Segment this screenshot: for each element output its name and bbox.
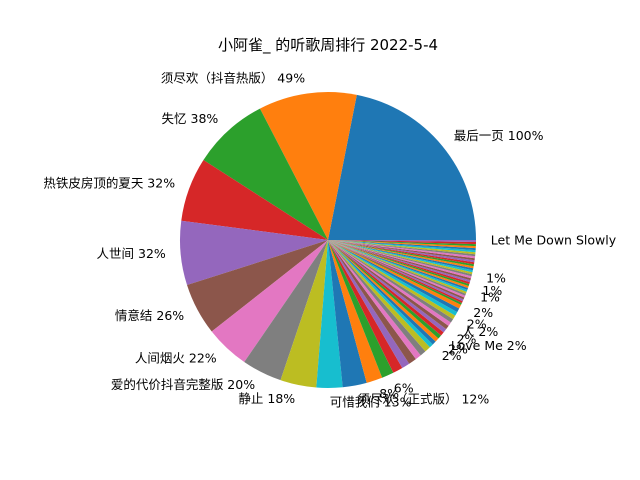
pie-slice bbox=[328, 240, 463, 304]
pie-slice-label: Let Me Down Slowly bbox=[491, 233, 617, 248]
pie-slice-label: 最后一页 100% bbox=[454, 128, 544, 143]
pie-slice bbox=[328, 240, 383, 383]
pie-slice-label: 爱的代价抖音完整版 20% bbox=[111, 377, 255, 392]
pie-slice bbox=[328, 240, 475, 263]
pie-slice bbox=[328, 240, 465, 300]
pie-slice-label: 失忆 38% bbox=[162, 111, 219, 126]
pie-slice bbox=[328, 94, 476, 240]
pie-slice-label: 2% bbox=[442, 348, 462, 363]
pie-slice-label: 热铁皮房顶的夏天 32% bbox=[43, 176, 175, 191]
pie-slice-label: 人 2% bbox=[462, 324, 498, 339]
pie-slice bbox=[328, 240, 447, 333]
pie-slice bbox=[280, 240, 328, 388]
pie-slice bbox=[328, 240, 454, 323]
pie-slice bbox=[328, 240, 367, 388]
pie-slice bbox=[328, 240, 439, 342]
pie-slice bbox=[328, 240, 474, 267]
pie-slice bbox=[328, 240, 403, 373]
pie-slice bbox=[328, 240, 421, 360]
pie-slice bbox=[328, 240, 469, 288]
pie-slice-label: 须尽欢（正式版） 12% bbox=[358, 392, 490, 407]
pie-slice-label: 人间烟火 22% bbox=[135, 350, 217, 365]
pie-slice bbox=[328, 240, 476, 255]
pie-slice bbox=[328, 240, 449, 330]
pie-slice bbox=[328, 240, 471, 283]
pie-slice bbox=[328, 240, 476, 257]
pie-slice bbox=[328, 240, 472, 279]
pie-slice bbox=[328, 240, 476, 245]
pie-slice bbox=[328, 240, 467, 294]
pie-slice bbox=[328, 240, 410, 368]
pie-slice bbox=[328, 240, 470, 285]
pie-slice bbox=[328, 240, 475, 265]
pie-slice bbox=[180, 220, 328, 286]
pie-slice bbox=[328, 240, 462, 305]
pie-slice-label: 2% bbox=[448, 342, 468, 357]
pie-slice bbox=[328, 240, 471, 281]
pie-slice bbox=[187, 240, 328, 332]
pie-slice-label: 8% bbox=[379, 386, 399, 401]
pie-slice bbox=[328, 240, 462, 309]
pie-slice bbox=[328, 240, 468, 292]
pie-slice bbox=[328, 240, 473, 273]
pie-slice bbox=[328, 240, 469, 290]
pie-slice bbox=[203, 108, 328, 240]
pie-slice bbox=[316, 240, 343, 389]
pie-slice bbox=[328, 240, 466, 298]
pie-slice-label: 1% bbox=[482, 283, 502, 298]
pie-slice bbox=[328, 240, 474, 269]
pie-slice bbox=[328, 240, 460, 313]
pie-slice-label: 6% bbox=[394, 380, 414, 395]
pie-slice-label: 静止 18% bbox=[238, 391, 295, 406]
pie-slice-label: 1% bbox=[480, 290, 500, 305]
pie-slice-label: 可惜我们 13% bbox=[330, 394, 412, 409]
pie-slice bbox=[328, 240, 456, 320]
pie-slices bbox=[180, 91, 477, 389]
pie-slice bbox=[181, 160, 328, 240]
pie-slice bbox=[328, 240, 430, 352]
pie-slice bbox=[328, 240, 416, 364]
pie-labels: 最后一页 100% 须尽欢（抖音热版） 49% 失忆 38% 热铁皮房顶的夏天 32%… bbox=[43, 70, 616, 409]
pie-slice-label: 须尽欢（抖音热版） 49% bbox=[161, 70, 305, 85]
pie-slice bbox=[328, 240, 433, 348]
pie-slice-label: Love Me 2% bbox=[451, 338, 527, 353]
pie-slice bbox=[328, 240, 470, 287]
pie-slice bbox=[328, 240, 451, 326]
pie-slice bbox=[328, 240, 444, 336]
pie-slice bbox=[328, 240, 476, 253]
pie-slice bbox=[328, 240, 472, 277]
pie-slice-label: 2% bbox=[473, 305, 493, 320]
pie-slice bbox=[211, 240, 328, 363]
pie-slice bbox=[328, 240, 476, 259]
pie-slice-label: 1% bbox=[486, 270, 506, 285]
pie-slice bbox=[328, 240, 474, 271]
pie-slice-label: 人世间 32% bbox=[97, 246, 166, 261]
pie-slice bbox=[328, 240, 394, 378]
pie-slice bbox=[244, 240, 328, 381]
pie-slice bbox=[328, 240, 473, 275]
pie-slice bbox=[328, 240, 466, 296]
pie-slice bbox=[259, 91, 357, 240]
pie-slice bbox=[328, 240, 477, 243]
pie-slice bbox=[328, 240, 458, 316]
pie-slice bbox=[328, 240, 475, 261]
pie-slice-label: 2% bbox=[457, 331, 477, 346]
pie-slice bbox=[328, 240, 442, 339]
pie-slice bbox=[328, 240, 476, 251]
pie-slice bbox=[328, 240, 476, 247]
pie-slice bbox=[328, 240, 476, 249]
pie-slice-label: 情意结 26% bbox=[115, 308, 184, 323]
pie-slice bbox=[328, 240, 464, 302]
chart-title: 小阿雀_ 的听歌周排行 2022-5-4 bbox=[218, 36, 438, 55]
pie-slice bbox=[328, 240, 436, 345]
pie-slice-label: 2% bbox=[467, 317, 487, 332]
pie-slice bbox=[328, 240, 426, 356]
